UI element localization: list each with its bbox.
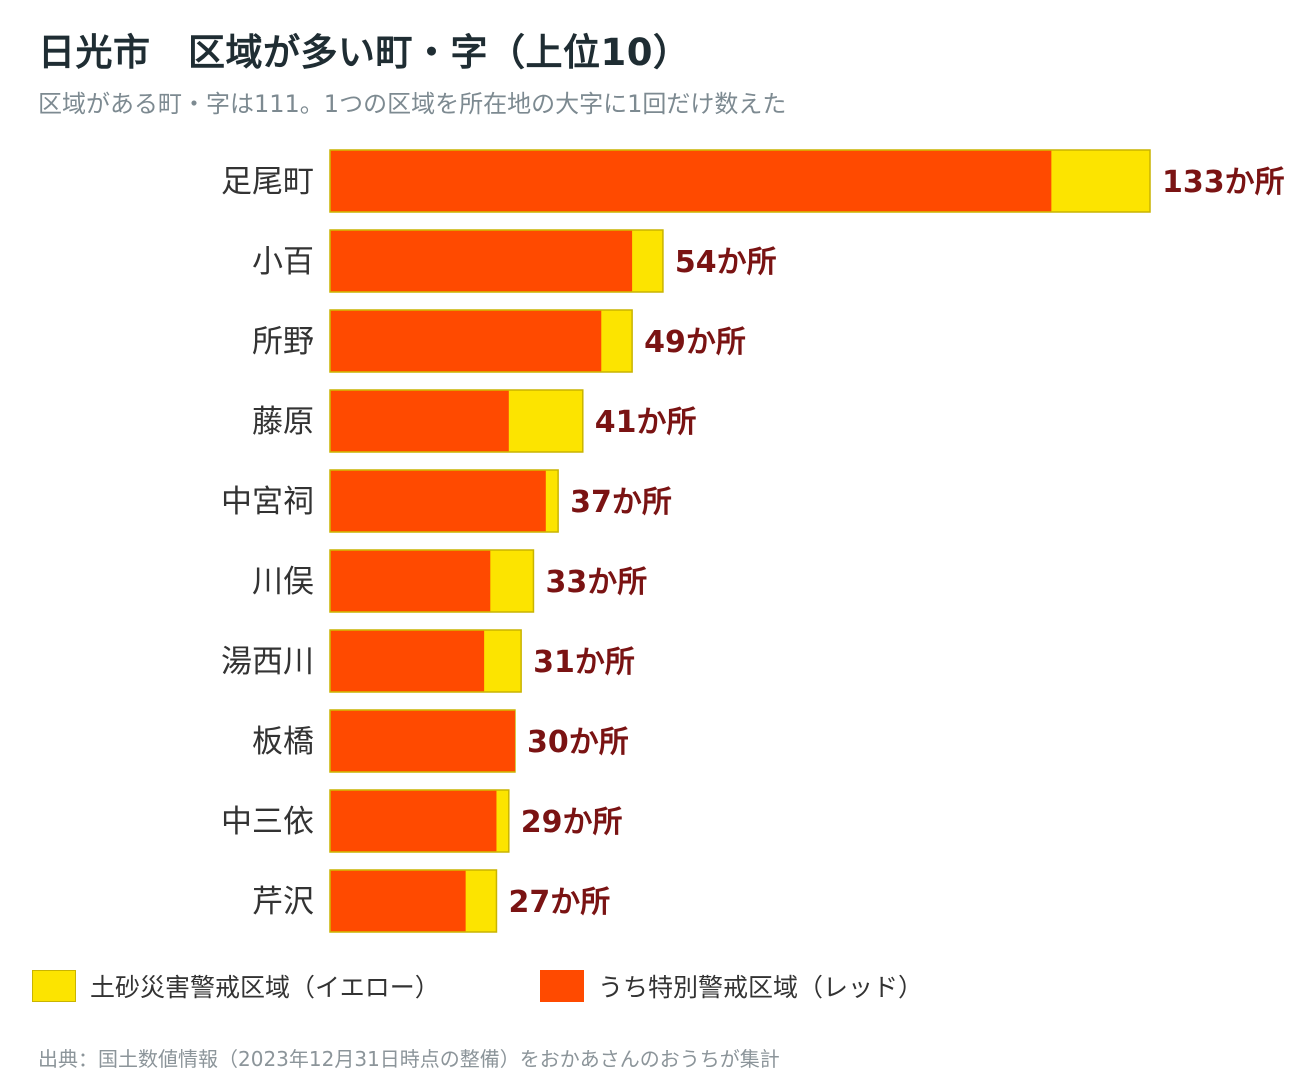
chart-title: 日光市 区域が多い町・字（上位10） [38, 31, 691, 74]
source-note: 出典：国土数値情報（2023年12月31日時点の整備）をおかあさんのおうちが集計 [38, 1047, 780, 1071]
category-label: 藤原 [252, 404, 314, 440]
value-label: 41か所 [595, 405, 697, 440]
category-label: 芹沢 [252, 884, 314, 920]
bar-red [330, 310, 602, 372]
value-label: 31か所 [533, 645, 635, 680]
value-label: 37か所 [570, 485, 672, 520]
value-label: 30か所 [527, 725, 629, 760]
chart-subtitle: 区域がある町・字は111。1つの区域を所在地の大字に1回だけ数えた [38, 90, 787, 118]
value-label: 27か所 [508, 885, 610, 920]
value-label: 49か所 [644, 325, 746, 360]
category-label: 板橋 [252, 724, 314, 760]
bar-red [330, 230, 633, 292]
value-label: 33か所 [545, 565, 647, 600]
category-label: 中宮祠 [221, 484, 314, 520]
category-label: 小百 [252, 244, 314, 280]
value-label: 29か所 [521, 805, 623, 840]
legend-item-yellow: 土砂災害警戒区域（イエロー） [32, 968, 440, 1004]
category-label: 中三依 [221, 804, 314, 840]
value-label: 54か所 [675, 245, 777, 280]
bar-red [330, 550, 491, 612]
bar-red [330, 630, 485, 692]
category-label: 足尾町 [221, 164, 314, 200]
legend-item-red: うち特別警戒区域（レッド） [540, 968, 923, 1004]
category-label: 川俣 [252, 564, 314, 600]
bar-red [330, 390, 509, 452]
bar-red [330, 470, 546, 532]
bar-red [330, 790, 497, 852]
legend-swatch-yellow [32, 970, 76, 1002]
bar-red [330, 870, 466, 932]
bar-red [330, 710, 515, 772]
bar-red [330, 150, 1052, 212]
legend-swatch-red [540, 970, 584, 1002]
legend-label-yellow: 土砂災害警戒区域（イエロー） [90, 973, 440, 1002]
category-label: 湯西川 [221, 644, 314, 680]
legend: 土砂災害警戒区域（イエロー） うち特別警戒区域（レッド） [32, 968, 1272, 1008]
legend-label-red: うち特別警戒区域（レッド） [598, 973, 924, 1002]
value-label: 133か所 [1162, 165, 1285, 200]
category-label: 所野 [252, 324, 314, 360]
